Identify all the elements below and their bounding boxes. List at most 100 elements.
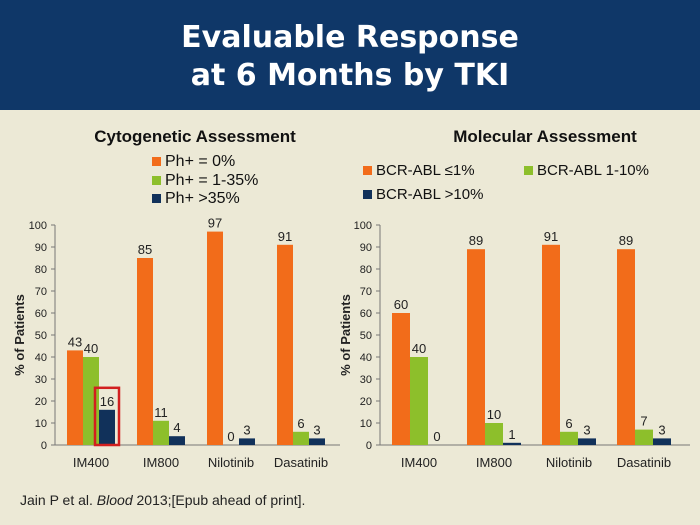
citation-details: 2013;[Epub ahead of print]. (132, 492, 306, 508)
chart1-bar-IM800-1 (485, 423, 503, 445)
chart1-ytick-label-2: 20 (360, 396, 372, 408)
chart0-category-label-0: IM400 (73, 455, 109, 470)
citation-journal: Blood (96, 492, 133, 508)
chart0-ylabel: % of Patients (12, 294, 27, 376)
chart0-data-label-IM400-2: 16 (100, 394, 114, 409)
chart1-bar-IM800-0 (467, 249, 485, 445)
chart0-data-label-Nilotinib-2: 3 (243, 422, 250, 437)
chart0-data-label-Nilotinib-0: 97 (208, 216, 222, 231)
chart1-title: Molecular Assessment (453, 127, 637, 146)
chart0-ytick-label-8: 80 (35, 264, 47, 276)
chart1-ytick-label-8: 80 (360, 264, 372, 276)
chart0-bar-IM800-2 (169, 436, 185, 445)
chart1-ytick-label-6: 60 (360, 308, 372, 320)
chart1-data-label-Dasatinib-0: 89 (619, 233, 633, 248)
chart0-highlight-box (93, 386, 121, 447)
chart0-ytick-label-4: 40 (35, 352, 47, 364)
chart0-bar-Nilotinib-0 (207, 231, 223, 445)
chart1-data-label-IM800-2: 1 (508, 427, 515, 442)
chart1-category-label-2: Nilotinib (546, 455, 592, 470)
chart0-category-label-3: Dasatinib (274, 455, 328, 470)
chart1-bar-IM800-2 (503, 442, 521, 445)
chart1-data-label-Nilotinib-2: 3 (583, 422, 590, 437)
chart1-legend-label-1: BCR-ABL 1-10% (537, 162, 649, 179)
chart1-bar-Nilotinib-0 (542, 244, 560, 445)
chart0-ytick-label-9: 90 (35, 242, 47, 254)
chart1-ylabel: % of Patients (338, 294, 353, 376)
chart1-bar-IM400-0 (392, 313, 410, 445)
chart1-bar-Dasatinib-2 (653, 438, 671, 445)
chart0-bar-Dasatinib-1 (293, 431, 309, 445)
chart0-data-label-Dasatinib-2: 3 (313, 422, 320, 437)
chart1-bar-Nilotinib-2 (578, 438, 596, 445)
chart1-legend-swatch-0 (363, 166, 372, 175)
citation-authors: Jain P et al. (20, 492, 97, 508)
chart1-bar-Nilotinib-1 (560, 431, 578, 445)
chart1-category-label-1: IM800 (476, 455, 512, 470)
chart0-data-label-IM400-0: 43 (68, 334, 82, 349)
chart1-data-label-IM800-1: 10 (487, 407, 501, 422)
chart0-ytick-label-10: 100 (29, 220, 47, 232)
chart1-data-label-IM800-0: 89 (469, 233, 483, 248)
chart0-legend-swatch-1 (152, 176, 161, 185)
chart0-legend-label-2: Ph+ >35% (165, 190, 240, 207)
charts-area: Cytogenetic Assessment Ph+ = 0% Ph+ = 1-35… (12, 127, 690, 470)
chart1-ytick-label-0: 0 (366, 440, 372, 452)
chart0-data-label-IM800-1: 11 (154, 405, 168, 420)
chart0-category-label-1: IM800 (143, 455, 179, 470)
citation: Jain P et al. Blood 2013;[Epub ahead of … (20, 492, 305, 508)
chart0-data-label-Dasatinib-0: 91 (278, 229, 292, 244)
chart1-data-label-IM400-0: 60 (394, 297, 408, 312)
chart0-bar-Dasatinib-0 (277, 244, 293, 445)
chart1-data-label-Dasatinib-2: 3 (658, 422, 665, 437)
chart0-bar-IM800-0 (137, 258, 153, 445)
chart1-ytick-label-5: 50 (360, 330, 372, 342)
chart0-ytick-label-2: 20 (35, 396, 47, 408)
chart0-ytick-label-5: 50 (35, 330, 47, 342)
chart1-data-label-IM400-2: 0 (433, 429, 440, 444)
chart0-bar-IM800-1 (153, 420, 169, 445)
chart0-bar-Dasatinib-2 (309, 438, 325, 445)
chart0-ytick-label-7: 70 (35, 286, 47, 298)
chart0-legend-swatch-2 (152, 194, 161, 203)
chart1-ytick-label-3: 30 (360, 374, 372, 386)
chart0-legend-label-1: Ph+ = 1-35% (165, 172, 258, 189)
chart1-bar-IM400-1 (410, 357, 428, 445)
chart0-category-label-2: Nilotinib (208, 455, 254, 470)
chart1-data-label-Nilotinib-0: 91 (544, 229, 558, 244)
chart0-bar-IM400-0 (67, 350, 83, 445)
chart0-title: Cytogenetic Assessment (94, 127, 296, 146)
chart1-legend-swatch-1 (524, 166, 533, 175)
chart0-bar-IM400-2 (99, 409, 115, 445)
chart1-data-label-Dasatinib-1: 7 (640, 414, 647, 429)
chart0-data-label-IM800-2: 4 (173, 420, 180, 435)
slide-title-line-2: at 6 Months by TKI (190, 58, 510, 93)
chart1-ytick-label-7: 70 (360, 286, 372, 298)
chart1-ytick-label-4: 40 (360, 352, 372, 364)
chart0-ytick-label-3: 30 (35, 374, 47, 386)
chart1-legend-label-0: BCR-ABL ≤1% (376, 162, 475, 179)
chart1-category-label-0: IM400 (401, 455, 437, 470)
chart1-ytick-label-10: 100 (354, 220, 372, 232)
chart1-data-label-Nilotinib-1: 6 (565, 416, 572, 431)
chart0-bar-IM400-1 (83, 357, 99, 445)
chart0-bar-Nilotinib-2 (239, 438, 255, 445)
chart0-data-label-IM400-1: 40 (84, 341, 98, 356)
chart1-ytick-label-1: 10 (360, 418, 372, 430)
chart1-legend-swatch-2 (363, 190, 372, 199)
chart1-data-label-IM400-1: 40 (412, 341, 426, 356)
chart1-bar-Dasatinib-0 (617, 249, 635, 445)
chart1-bar-Dasatinib-1 (635, 429, 653, 445)
chart0-legend-label-0: Ph+ = 0% (165, 153, 235, 170)
chart0-data-label-Nilotinib-1: 0 (227, 429, 234, 444)
title-banner: Evaluable Response at 6 Months by TKI (0, 0, 700, 110)
chart0-ytick-label-1: 10 (35, 418, 47, 430)
chart0-data-label-Dasatinib-1: 6 (297, 416, 304, 431)
chart1-legend-label-2: BCR-ABL >10% (376, 186, 483, 203)
chart0-data-label-IM800-0: 85 (138, 242, 152, 257)
chart0-legend-swatch-0 (152, 157, 161, 166)
chart0-ytick-label-6: 60 (35, 308, 47, 320)
chart1-ytick-label-9: 90 (360, 242, 372, 254)
chart0-ytick-label-0: 0 (41, 440, 47, 452)
chart1-category-label-3: Dasatinib (617, 455, 671, 470)
